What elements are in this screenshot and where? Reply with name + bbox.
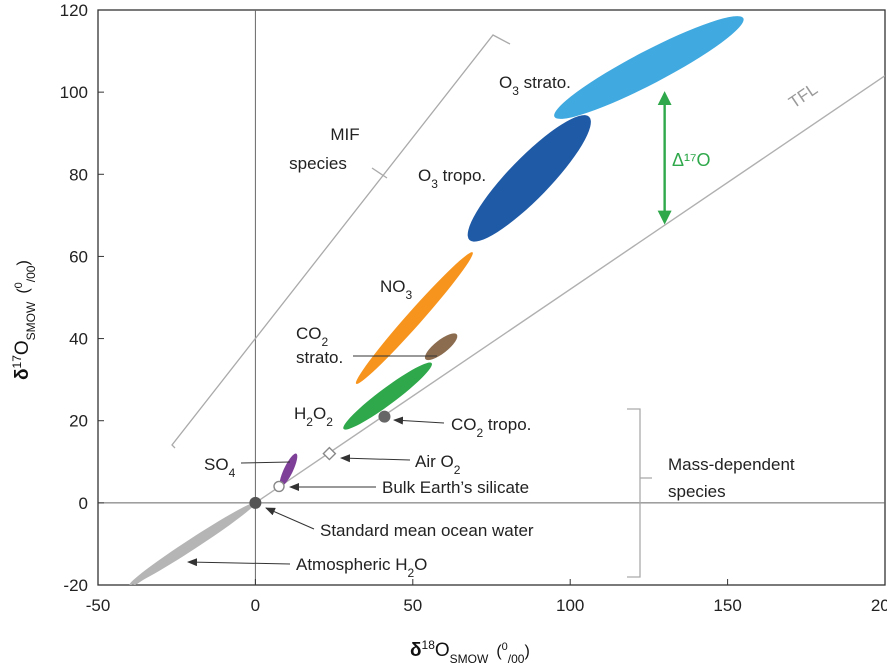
region-no3 xyxy=(355,252,473,384)
region-o3-strato xyxy=(554,16,744,119)
point-bulk-earth-s-silicate xyxy=(273,480,285,493)
atm-h2o-leader xyxy=(187,558,291,567)
region-atmospheric-h2o xyxy=(129,502,256,585)
h2o2-label: H2O2 xyxy=(294,404,333,429)
no3-label: NO3 xyxy=(380,277,413,302)
x-tick-label: 100 xyxy=(556,596,584,615)
o3-tropo-label: O3 tropo. xyxy=(418,166,486,191)
y-tick-label: 0 xyxy=(79,494,88,513)
mif-bracket-notch xyxy=(371,167,388,179)
smow-leader xyxy=(265,507,315,530)
region-so4 xyxy=(279,453,298,487)
x-axis-title: δ18OSMOW (0/00) xyxy=(410,638,530,666)
x-axis-ticks: -50 0 50 100 150 200 xyxy=(86,579,887,615)
marker-points xyxy=(249,410,391,509)
delta17-label: Δ¹⁷O xyxy=(672,150,711,170)
mif-label-line1: MIF xyxy=(330,125,359,144)
air-o2-label: Air O2 xyxy=(415,452,461,477)
x-tick-label: 50 xyxy=(403,596,422,615)
mif-bracket xyxy=(171,34,511,449)
bulk-earth-label: Bulk Earth’s silicate xyxy=(382,478,529,497)
o3-strato-label: O3 strato. xyxy=(499,73,571,98)
region-ellipses xyxy=(129,16,744,585)
y-tick-label: 60 xyxy=(69,247,88,266)
co2-strato-label-line1: CO2 xyxy=(296,324,329,349)
x-tick-label: 0 xyxy=(251,596,260,615)
y-tick-label: 120 xyxy=(60,1,88,20)
region-o3-tropo xyxy=(467,115,591,242)
mass-dependent-label-line2: species xyxy=(668,482,726,501)
region-co2-strato xyxy=(424,333,458,361)
atm-h2o-label: Atmospheric H2O xyxy=(296,555,427,580)
y-tick-label: 100 xyxy=(60,83,88,102)
x-tick-label: 150 xyxy=(713,596,741,615)
svg-text:δ17OSMOW(0/00): δ17OSMOW(0/00) xyxy=(10,260,38,380)
mif-label-line2: species xyxy=(289,154,347,173)
y-tick-label: 40 xyxy=(69,330,88,349)
so4-label: SO4 xyxy=(204,455,236,480)
smow-label: Standard mean ocean water xyxy=(320,521,534,540)
mass-dependent-label-line1: Mass-dependent xyxy=(668,455,795,474)
co2-tropo-leader xyxy=(393,416,445,425)
y-axis-ticks: -20 0 20 40 60 80 100 120 xyxy=(60,1,104,595)
point-air-o2 xyxy=(322,446,337,461)
co2-tropo-label: CO2 tropo. xyxy=(451,415,531,440)
y-tick-label: 80 xyxy=(69,165,88,184)
tfl-label: TFL xyxy=(785,79,821,112)
x-tick-label: -50 xyxy=(86,596,111,615)
mass-dependent-bracket xyxy=(627,408,641,578)
y-tick-label: 20 xyxy=(69,412,88,431)
point-co2-tropo xyxy=(378,410,391,423)
y-tick-label: -20 xyxy=(63,576,88,595)
so4-leader xyxy=(240,461,291,464)
co2-strato-label-line2: strato. xyxy=(296,348,343,367)
y-axis-title: δ17OSMOW(0/00) xyxy=(10,260,38,380)
point-standard-mean-ocean-water xyxy=(249,496,262,509)
air-o2-leader xyxy=(340,454,411,463)
x-tick-label: 200 xyxy=(871,596,887,615)
plot-frame xyxy=(97,9,886,586)
region-h2o2 xyxy=(343,362,432,430)
